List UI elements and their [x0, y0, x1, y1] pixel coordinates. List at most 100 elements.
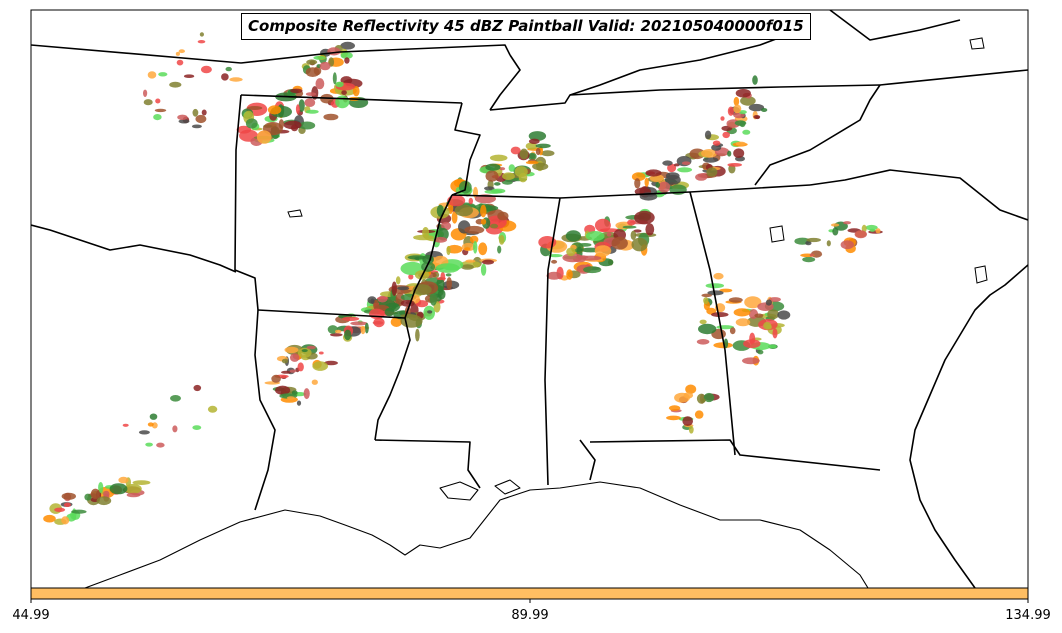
- oklahoma-kansas-border: [240, 94, 463, 104]
- arkansas-louisiana-border: [257, 309, 406, 319]
- reflectivity-blob: [306, 59, 318, 65]
- reflectivity-blob: [334, 329, 342, 334]
- reflectivity-blob: [332, 72, 337, 85]
- reflectivity-blob: [192, 425, 202, 430]
- coastline: [84, 479, 869, 588]
- reflectivity-blob: [436, 204, 444, 217]
- reflectivity-blob: [681, 161, 691, 165]
- reflectivity-blob: [631, 237, 648, 252]
- reflectivity-blob: [451, 211, 458, 224]
- reflectivity-blob: [499, 167, 506, 171]
- reflectivity-blob: [195, 114, 207, 124]
- reflectivity-blob: [744, 296, 762, 309]
- reflectivity-blob: [551, 259, 558, 264]
- reflectivity-blob: [330, 333, 343, 337]
- reflectivity-blob: [469, 235, 479, 244]
- reflectivity-blob: [143, 89, 148, 98]
- lakes: [287, 37, 988, 284]
- reflectivity-blob: [299, 121, 316, 130]
- reflectivity-blob: [335, 95, 350, 109]
- reflectivity-blob: [535, 147, 541, 156]
- reflectivity-blob: [809, 253, 814, 257]
- reflectivity-blob: [519, 148, 529, 160]
- reflectivity-blob: [154, 108, 167, 113]
- reflectivity-blob: [606, 232, 612, 237]
- reflectivity-blob: [400, 299, 415, 307]
- reflectivity-blob: [169, 81, 182, 88]
- reflectivity-blob: [464, 225, 485, 234]
- reflectivity-blob: [733, 96, 740, 106]
- reflectivity-blob: [408, 274, 414, 280]
- reflectivity-blob: [71, 509, 87, 514]
- reflectivity-blob: [677, 167, 693, 173]
- reflectivity-blob: [207, 405, 218, 413]
- mississippi-alabama-border: [544, 197, 561, 486]
- reflectivity-blob: [482, 259, 494, 265]
- reflectivity-blob: [109, 483, 128, 495]
- reflectivity-blob: [627, 219, 636, 226]
- reflectivity-blob: [527, 152, 537, 161]
- arkansas-east-border: [404, 194, 453, 319]
- reflectivity-blob: [535, 143, 551, 149]
- reflectivity-blob: [301, 349, 308, 353]
- reflectivity-blob: [126, 492, 141, 498]
- reflectivity-blob: [688, 425, 694, 434]
- reflectivity-blob: [54, 507, 66, 512]
- reflectivity-blob: [742, 129, 751, 135]
- reflectivity-blob: [271, 374, 281, 383]
- reflectivity-blob: [90, 488, 100, 500]
- reflectivity-blob: [575, 255, 589, 260]
- reflectivity-blob: [177, 114, 188, 121]
- reflectivity-blob: [156, 442, 165, 448]
- reflectivity-blob: [98, 482, 104, 493]
- reflectivity-blob: [305, 109, 319, 114]
- reflectivity-blob: [703, 297, 709, 305]
- reflectivity-blob: [562, 253, 583, 263]
- colorbar-tick-label-max: 134.99: [1005, 608, 1051, 623]
- reflectivity-blob: [754, 313, 764, 318]
- reflectivity-blob: [303, 388, 310, 400]
- kentucky-virginia-border: [754, 84, 881, 186]
- reflectivity-blob: [497, 245, 502, 254]
- reflectivity-blob: [805, 240, 812, 246]
- reflectivity-blob: [256, 130, 272, 144]
- reflectivity-paintball-layer: [43, 32, 883, 525]
- reflectivity-blob: [767, 309, 779, 320]
- reflectivity-blob: [727, 106, 735, 116]
- georgia-carolina-border: [809, 169, 1028, 221]
- reflectivity-blob: [481, 218, 487, 225]
- reflectivity-blob: [869, 228, 876, 232]
- reflectivity-blob: [342, 316, 360, 321]
- reflectivity-blob: [370, 298, 375, 305]
- reflectivity-blob: [765, 324, 772, 330]
- reflectivity-blob: [422, 227, 430, 239]
- reflectivity-blob: [490, 223, 499, 229]
- reflectivity-blob: [296, 400, 302, 406]
- reflectivity-blob: [840, 240, 854, 250]
- reflectivity-blob: [295, 104, 300, 114]
- reflectivity-blob: [735, 141, 746, 146]
- reflectivity-blob: [594, 245, 612, 257]
- reflectivity-blob: [685, 384, 697, 394]
- reflectivity-blob: [384, 307, 395, 317]
- reflectivity-blob: [118, 476, 129, 484]
- great-lakes-edge: [829, 10, 961, 41]
- reflectivity-blob: [297, 347, 312, 358]
- reflectivity-blob: [704, 130, 712, 140]
- reflectivity-blob: [502, 172, 515, 180]
- reflectivity-blob: [644, 177, 649, 187]
- reflectivity-blob: [183, 74, 195, 78]
- reflectivity-blob: [743, 339, 761, 349]
- reflectivity-blob: [748, 103, 765, 112]
- reflectivity-blob: [63, 502, 71, 507]
- missouri-arkansas-border: [451, 102, 481, 196]
- state-borders: [31, 10, 1028, 588]
- reflectivity-blob: [175, 51, 180, 56]
- reflectivity-blob: [278, 119, 284, 129]
- reflectivity-blob: [491, 188, 506, 194]
- reflectivity-blob: [315, 78, 325, 90]
- reflectivity-blob: [311, 379, 318, 385]
- reflectivity-blob: [711, 312, 729, 318]
- reflectivity-blob: [633, 229, 642, 233]
- reflectivity-blob: [733, 308, 751, 317]
